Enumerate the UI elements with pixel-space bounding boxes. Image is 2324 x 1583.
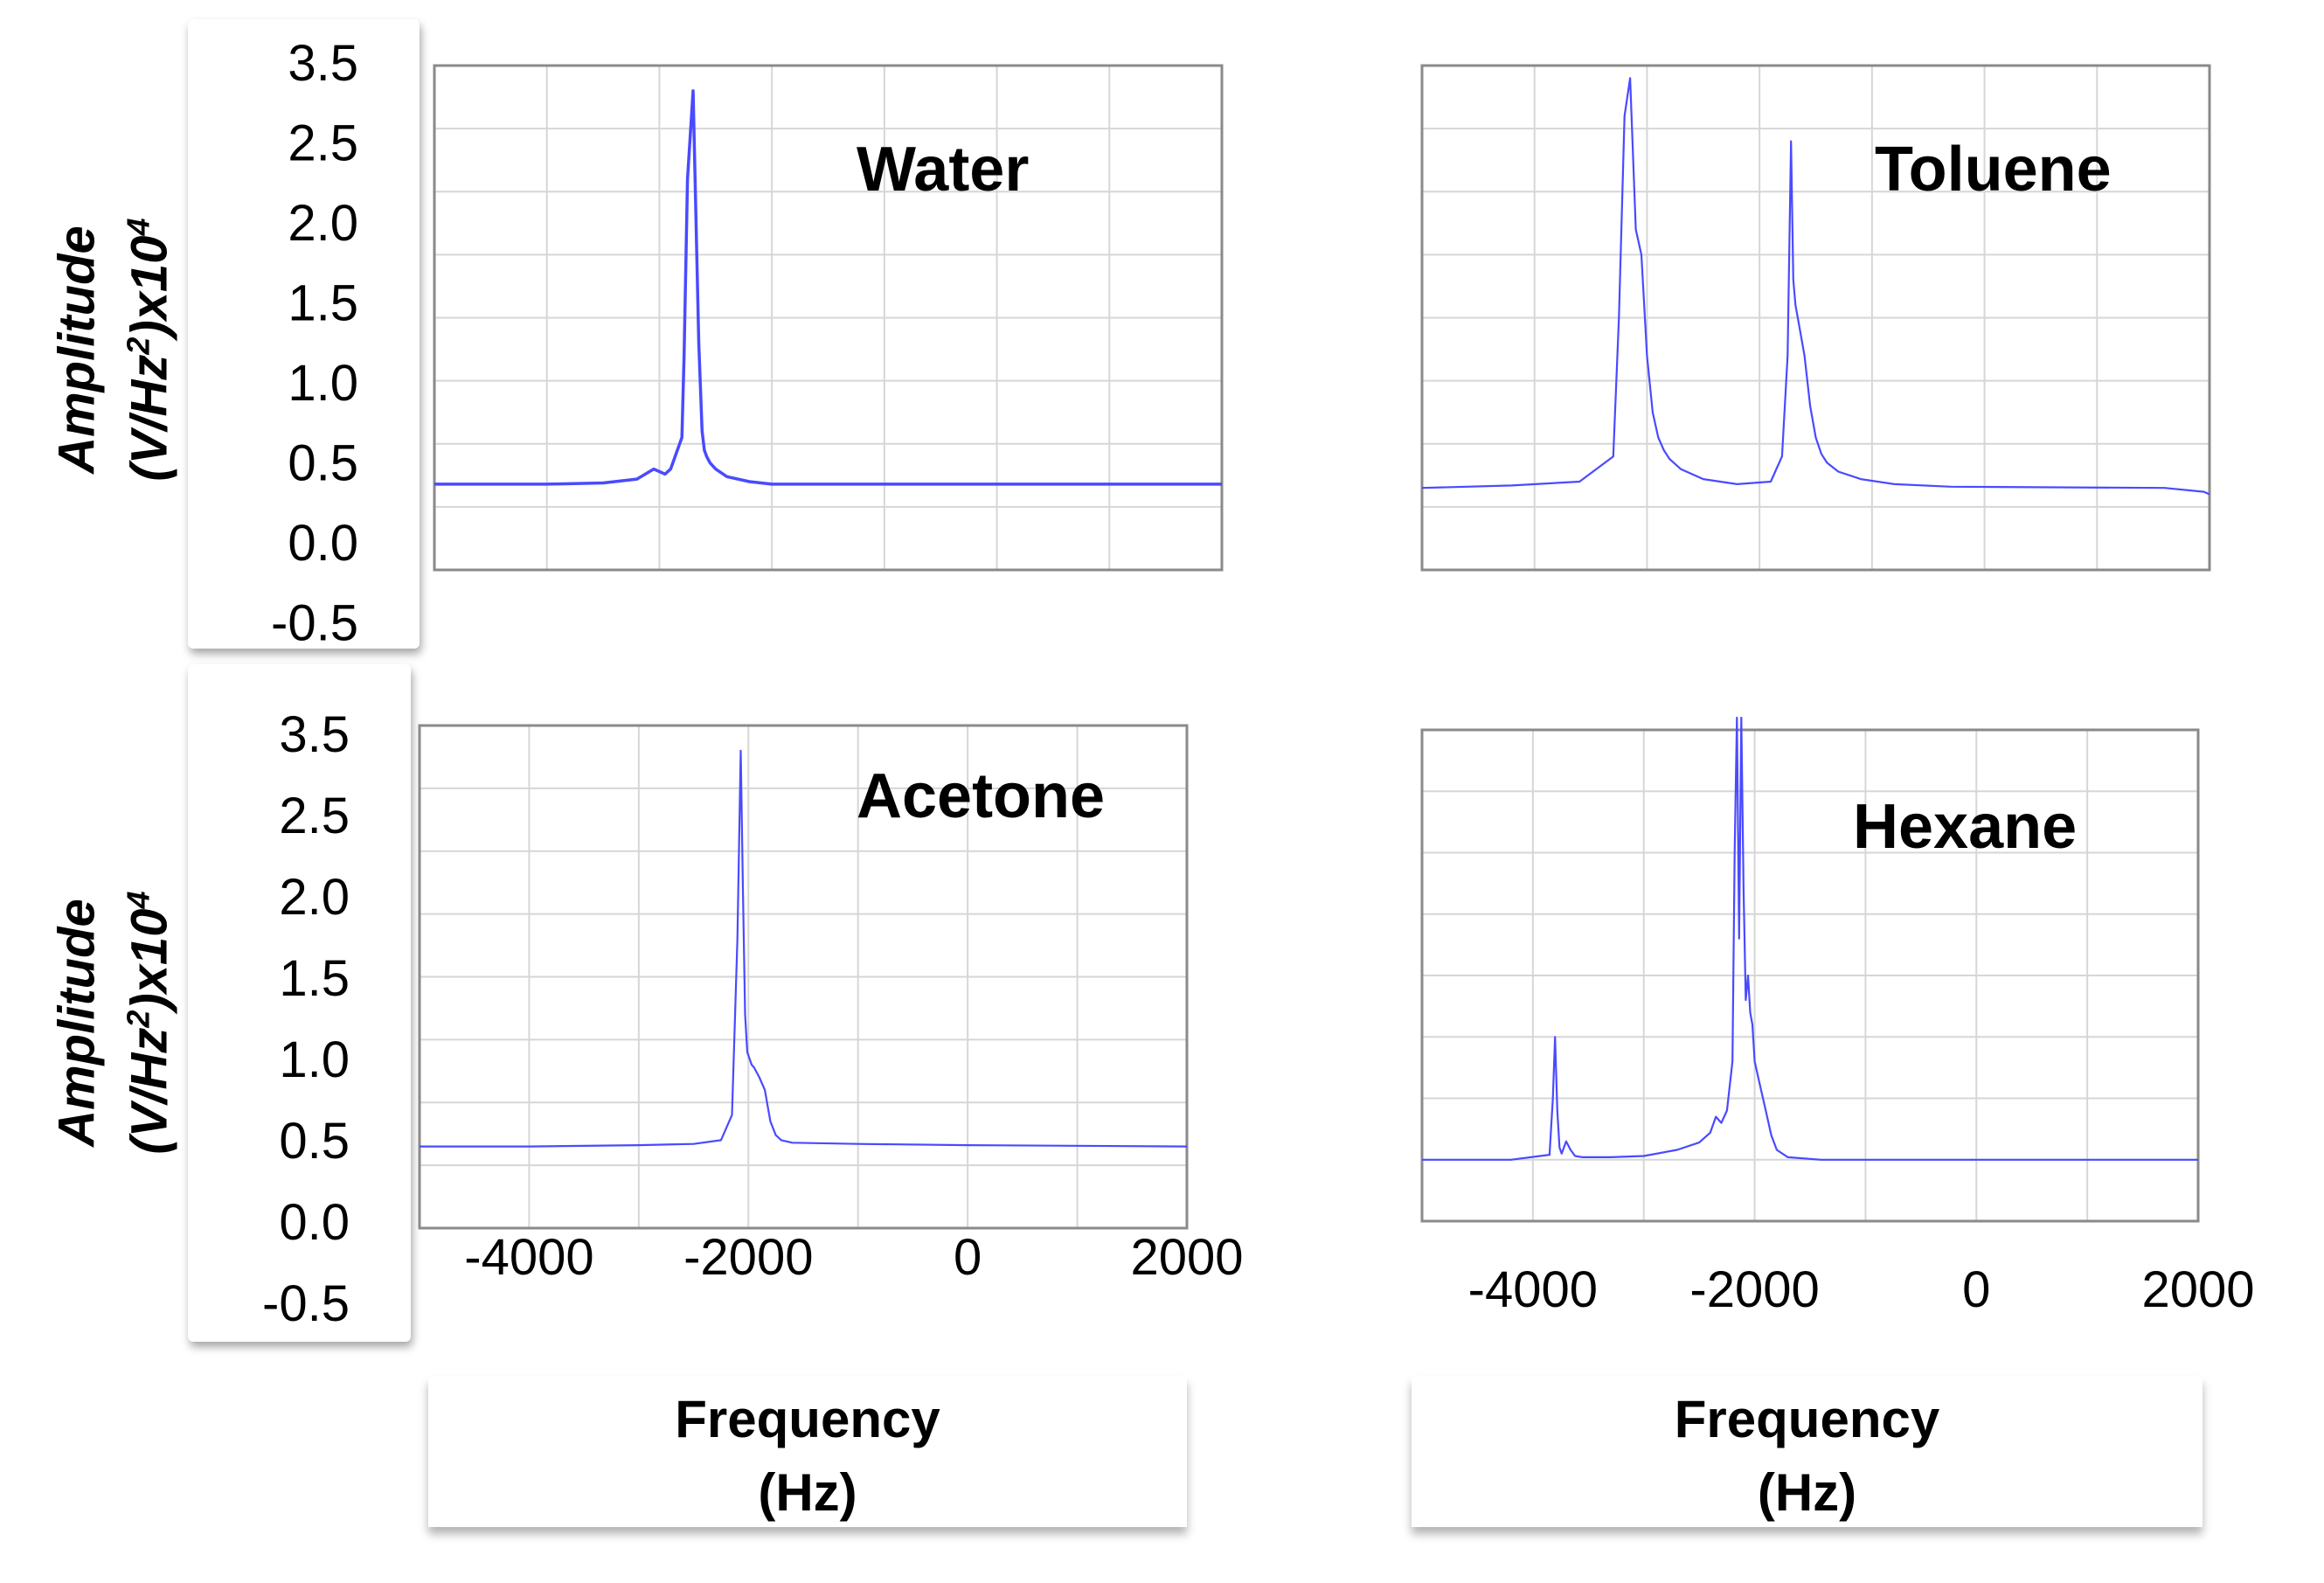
hexane-x-tick-label: 0 bbox=[1962, 1261, 1990, 1318]
water-y-tick-label: 0.0 bbox=[288, 515, 358, 572]
water-y-tick-label: 1.0 bbox=[288, 355, 358, 412]
x-axis-title-line1: Frequency bbox=[675, 1390, 940, 1448]
toluene-title: Toluene bbox=[1875, 135, 2112, 205]
water-y-tick-label: 2.5 bbox=[288, 115, 358, 172]
x-axis-card-left bbox=[428, 1377, 1187, 1527]
acetone-y-tick-label: 0.0 bbox=[279, 1194, 350, 1251]
x-axis-title-line2b: (Hz) bbox=[1757, 1463, 1857, 1522]
acetone-y-tick-label: -0.5 bbox=[262, 1275, 350, 1332]
water-frame bbox=[433, 64, 1224, 572]
acetone-x-tick-label: -4000 bbox=[464, 1229, 593, 1286]
x-axis-title-line2: (Hz) bbox=[758, 1463, 857, 1522]
acetone-y-tick-label: 1.0 bbox=[279, 1031, 350, 1088]
hexane-x-tick-label: -2000 bbox=[1689, 1261, 1819, 1318]
acetone-frame bbox=[418, 724, 1189, 1230]
toluene-frame bbox=[1420, 64, 2211, 572]
water-trace bbox=[434, 89, 1222, 486]
hexane-frame bbox=[1420, 728, 2200, 1223]
water-y-tick-label: 1.5 bbox=[288, 275, 358, 332]
water-y-tick-label: -0.5 bbox=[271, 595, 358, 652]
acetone-x-tick-label: 0 bbox=[954, 1229, 982, 1286]
acetone-title: Acetone bbox=[857, 761, 1105, 831]
y-axis-card-top bbox=[188, 19, 420, 649]
acetone-x-tick-label: -2000 bbox=[683, 1229, 813, 1286]
hexane-x-tick-label: -4000 bbox=[1468, 1261, 1598, 1318]
water-y-tick-label: 2.0 bbox=[288, 195, 358, 252]
water-title: Water bbox=[857, 135, 1029, 205]
acetone-x-tick-label: 2000 bbox=[1130, 1229, 1243, 1286]
hexane-trace bbox=[1422, 716, 2198, 1161]
y-axis-card-bottom bbox=[188, 664, 411, 1342]
x-axis-card-right bbox=[1412, 1377, 2203, 1527]
x-axis-title-line1b: Frequency bbox=[1674, 1390, 1940, 1448]
acetone-trace bbox=[420, 749, 1188, 1148]
toluene-trace bbox=[1421, 77, 2210, 496]
acetone-y-tick-label: 2.0 bbox=[279, 869, 350, 926]
acetone-y-tick-label: 3.5 bbox=[279, 706, 350, 763]
acetone-y-tick-label: 0.5 bbox=[279, 1113, 350, 1170]
x-axis-title-left: Frequency (Hz) bbox=[428, 1383, 1187, 1530]
x-axis-title-right: Frequency (Hz) bbox=[1412, 1383, 2203, 1530]
acetone-y-tick-label: 1.5 bbox=[279, 950, 350, 1007]
acetone-y-tick-label: 2.5 bbox=[279, 788, 350, 844]
hexane-title: Hexane bbox=[1853, 792, 2077, 862]
hexane-x-tick-label: 2000 bbox=[2141, 1261, 2254, 1318]
water-y-tick-label: 0.5 bbox=[288, 435, 358, 492]
water-y-tick-label: 3.5 bbox=[288, 35, 358, 92]
